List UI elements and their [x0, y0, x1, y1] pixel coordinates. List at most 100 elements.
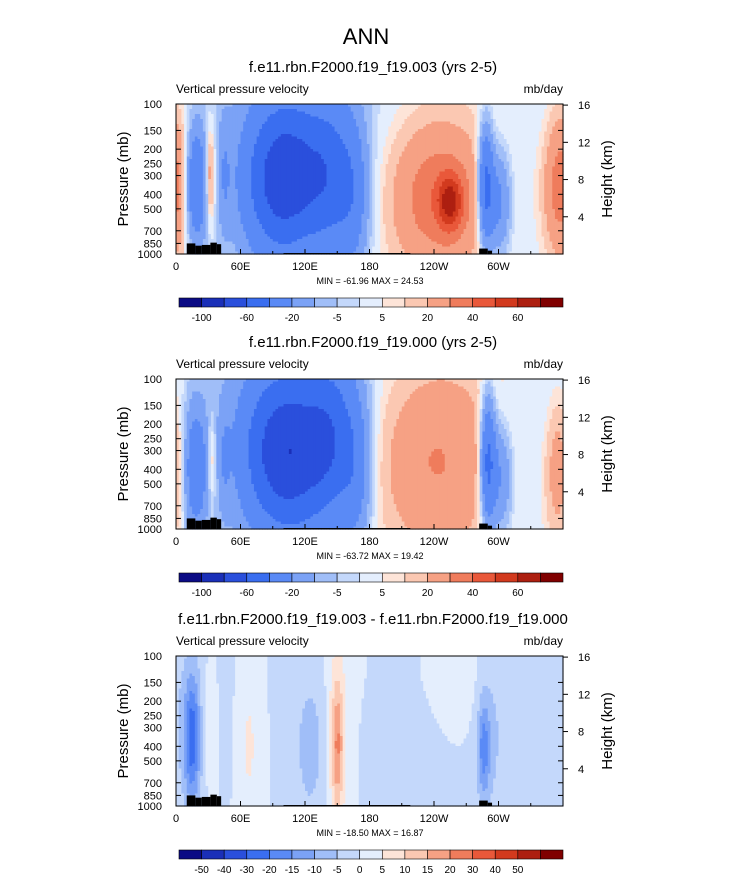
field-cell	[243, 114, 247, 118]
field-cell	[509, 119, 513, 123]
field-cell	[240, 169, 244, 173]
field-cell	[356, 144, 360, 148]
field-cell	[267, 136, 271, 140]
field-cell	[506, 159, 510, 163]
field-cell	[184, 141, 188, 145]
field-cell	[447, 131, 451, 135]
field-cell	[525, 139, 529, 143]
field-cell	[350, 169, 354, 173]
field-cell	[356, 119, 360, 123]
field-cell	[436, 104, 440, 108]
field-cell	[189, 111, 193, 115]
field-cell	[186, 131, 191, 135]
field-cell	[221, 164, 225, 168]
field-cell	[460, 126, 465, 130]
field-cell	[490, 171, 494, 175]
field-cell	[538, 166, 543, 170]
field-cell	[399, 169, 403, 173]
field-cell	[194, 136, 199, 140]
field-cell	[520, 136, 524, 140]
field-cell	[256, 156, 260, 160]
field-cell	[229, 151, 234, 155]
field-cell	[302, 116, 306, 120]
field-cell	[364, 124, 368, 128]
field-cell	[482, 124, 486, 128]
field-cell	[425, 126, 430, 130]
field-cell	[202, 159, 207, 163]
field-cell	[256, 134, 260, 138]
field-cell	[237, 119, 242, 123]
field-cell	[528, 126, 532, 130]
field-cell	[192, 146, 196, 150]
field-cell	[216, 161, 220, 165]
field-cell	[450, 144, 454, 148]
field-cell	[313, 119, 317, 123]
field-cell	[490, 149, 494, 153]
field-cell	[420, 154, 424, 158]
field-cell	[259, 151, 263, 155]
field-cell	[197, 124, 201, 128]
field-cell	[557, 156, 561, 160]
field-cell	[549, 111, 553, 115]
field-cell	[216, 141, 220, 145]
field-cell	[415, 119, 419, 123]
field-cell	[264, 154, 268, 158]
field-cell	[302, 151, 306, 155]
field-cell	[232, 121, 236, 125]
field-cell	[452, 161, 457, 165]
field-cell	[399, 119, 403, 123]
field-cell	[415, 166, 419, 170]
field-cell	[506, 109, 510, 113]
field-cell	[447, 114, 451, 118]
field-cell	[560, 151, 564, 155]
field-cell	[503, 111, 508, 115]
field-cell	[224, 104, 228, 108]
field-cell	[232, 156, 236, 160]
field-cell	[554, 159, 559, 163]
field-cell	[235, 156, 239, 160]
field-cell	[560, 119, 564, 123]
field-cell	[522, 131, 526, 135]
field-cell	[557, 144, 561, 148]
field-cell	[439, 169, 443, 173]
field-cell	[307, 111, 311, 115]
field-cell	[307, 119, 311, 123]
field-cell	[468, 151, 473, 155]
field-cell	[455, 146, 459, 150]
field-cell	[466, 166, 470, 170]
field-cell	[315, 136, 320, 140]
field-cell	[275, 154, 279, 158]
field-cell	[307, 159, 311, 163]
field-cell	[415, 114, 419, 118]
field-cell	[428, 131, 432, 135]
field-cell	[245, 156, 250, 160]
field-cell	[498, 149, 502, 153]
field-cell	[305, 124, 309, 128]
field-cell	[235, 171, 239, 175]
field-cell	[197, 104, 201, 108]
field-cell	[404, 164, 408, 168]
field-cell	[377, 146, 381, 150]
field-cell	[361, 114, 365, 118]
field-cell	[415, 106, 419, 110]
field-cell	[358, 136, 363, 140]
field-cell	[194, 134, 199, 138]
field-cell	[417, 161, 422, 165]
field-cell	[264, 136, 268, 140]
field-cell	[407, 116, 411, 120]
field-cell	[380, 124, 384, 128]
field-cell	[503, 124, 508, 128]
field-cell	[251, 111, 255, 115]
field-cell	[377, 154, 381, 158]
field-cell	[514, 161, 518, 165]
field-cell	[425, 131, 430, 135]
field-cell	[401, 156, 406, 160]
field-cell	[283, 119, 287, 123]
field-cell	[455, 149, 459, 153]
field-cell	[348, 106, 352, 110]
field-cell	[202, 141, 207, 145]
field-cell	[248, 131, 252, 135]
field-cell	[291, 106, 295, 110]
field-cell	[404, 124, 408, 128]
field-cell	[533, 164, 537, 168]
